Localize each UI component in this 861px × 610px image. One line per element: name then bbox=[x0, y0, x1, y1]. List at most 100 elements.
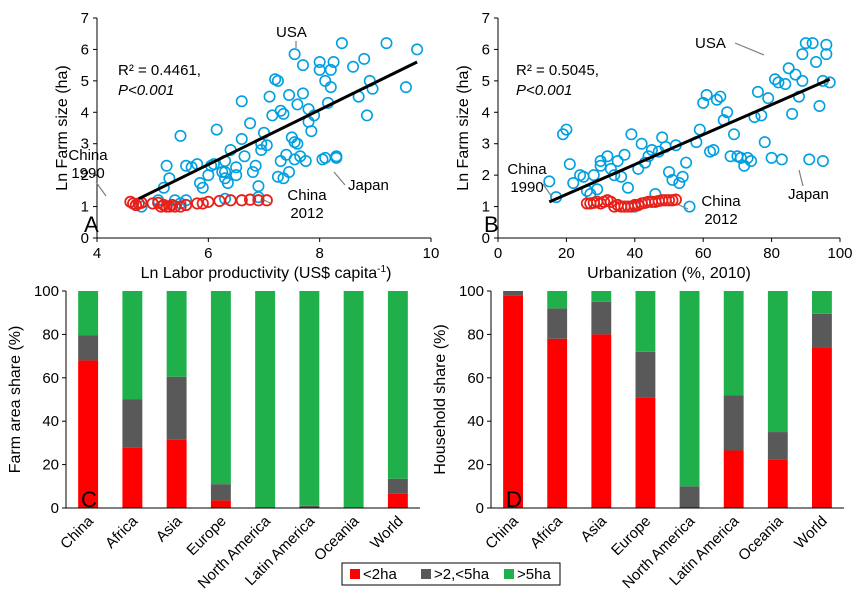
bar-segment bbox=[812, 347, 832, 508]
country-point bbox=[230, 169, 243, 182]
bar-segment bbox=[387, 478, 408, 494]
bar-segment bbox=[547, 338, 568, 508]
country-point bbox=[680, 156, 693, 169]
country-point bbox=[360, 109, 373, 122]
category-label: Asia bbox=[577, 512, 610, 545]
y-tick-label: 6 bbox=[482, 41, 490, 58]
country-point bbox=[543, 175, 556, 188]
country-point bbox=[296, 59, 309, 72]
country-point bbox=[721, 106, 734, 119]
country-point bbox=[174, 129, 187, 142]
country-point bbox=[160, 159, 173, 172]
country-point bbox=[758, 136, 771, 149]
bar-segment bbox=[503, 295, 523, 508]
panel-label-b: B bbox=[484, 212, 499, 237]
country-point bbox=[299, 155, 312, 168]
legend-box bbox=[341, 562, 561, 586]
country-point bbox=[601, 150, 614, 163]
country-point bbox=[219, 192, 232, 205]
x-tick-label: 40 bbox=[626, 245, 643, 262]
x-tick-label: 10 bbox=[423, 245, 440, 262]
category-label: World bbox=[791, 513, 831, 553]
bar-segment bbox=[723, 395, 744, 451]
y-tick-label: 20 bbox=[42, 457, 59, 474]
china-2012-label: China bbox=[287, 187, 327, 204]
china-point bbox=[243, 193, 257, 206]
legend-swatch bbox=[504, 569, 514, 579]
country-point bbox=[567, 177, 580, 190]
category-label: Oceania bbox=[735, 512, 787, 564]
bar-segment bbox=[591, 334, 612, 508]
bar-segment bbox=[166, 439, 187, 508]
country-point bbox=[296, 87, 309, 100]
panel-a: 0 1 2 3 4 5 6 7 4 6 8 10 Ln Farm size (ha) Ln Labor p… bbox=[54, 10, 439, 282]
bar-segment bbox=[78, 360, 99, 508]
china-1990-label: China bbox=[68, 147, 108, 164]
china-1990-leader bbox=[542, 183, 553, 198]
country-point bbox=[563, 158, 576, 171]
legend-label: >2,<5ha bbox=[434, 566, 490, 583]
panel-label-a: A bbox=[84, 212, 99, 237]
bar-segment bbox=[387, 291, 408, 479]
y-tick-label: 5 bbox=[482, 73, 490, 90]
y-tick-label: 60 bbox=[467, 370, 484, 387]
bar-segment bbox=[299, 291, 320, 506]
bar-segment bbox=[635, 291, 656, 352]
bar-segment bbox=[343, 291, 364, 508]
japan-leader bbox=[798, 169, 804, 187]
y-tick-label: 100 bbox=[34, 283, 59, 300]
x-tick-label: 60 bbox=[695, 245, 712, 262]
bar-segment bbox=[679, 486, 700, 508]
y-tick-label: 0 bbox=[482, 230, 490, 247]
y-tick-label: 60 bbox=[42, 370, 59, 387]
country-point bbox=[587, 169, 600, 182]
x-tick-label: 20 bbox=[558, 245, 575, 262]
country-point bbox=[291, 137, 304, 150]
p-value-label: P<0.001 bbox=[118, 82, 174, 99]
bar-segment bbox=[210, 484, 231, 501]
usa-label: USA bbox=[695, 35, 726, 52]
y-axis-label: Ln Farm size (ha) bbox=[54, 65, 71, 190]
category-label: World bbox=[367, 513, 407, 553]
country-point bbox=[347, 60, 360, 73]
bar-segment bbox=[122, 291, 143, 400]
y-tick-label: 40 bbox=[467, 413, 484, 430]
y-tick-label: 2 bbox=[81, 167, 89, 184]
china-point bbox=[252, 194, 265, 207]
china-point bbox=[662, 194, 676, 207]
x-axis-label: Ln Labor productivity (US$ capita-1) bbox=[141, 264, 392, 282]
country-point bbox=[358, 52, 371, 65]
country-point bbox=[260, 139, 273, 152]
category-label: Oceania bbox=[311, 512, 363, 564]
y-tick-label: 80 bbox=[42, 326, 59, 343]
bar-segment bbox=[547, 291, 568, 309]
china-point bbox=[235, 194, 248, 207]
usa-label: USA bbox=[276, 24, 307, 41]
country-point bbox=[775, 153, 788, 166]
country-point bbox=[319, 74, 332, 87]
country-point bbox=[751, 85, 764, 98]
legend: <2ha >2,<5ha >5ha bbox=[341, 562, 561, 586]
japan-label: Japan bbox=[788, 186, 829, 203]
country-point bbox=[611, 155, 624, 168]
bar-segment bbox=[166, 376, 187, 440]
bar-segment bbox=[812, 313, 832, 348]
category-label: Africa bbox=[527, 512, 567, 552]
country-point bbox=[707, 144, 720, 157]
y-tick-label: 0 bbox=[476, 500, 484, 517]
category-label: Africa bbox=[102, 512, 142, 552]
y-tick-label: 5 bbox=[81, 73, 89, 90]
country-point bbox=[662, 166, 675, 179]
panel-label-d: D bbox=[506, 487, 522, 512]
panel-label-c: C bbox=[81, 487, 97, 512]
y-axis-label: Ln Farm size (ha) bbox=[455, 65, 472, 190]
regression-line bbox=[138, 60, 418, 201]
country-point bbox=[782, 62, 795, 75]
china-1990-year: 1990 bbox=[510, 179, 543, 196]
china-1990-leader bbox=[95, 181, 107, 197]
country-point bbox=[806, 37, 819, 50]
x-tick-label: 100 bbox=[827, 245, 852, 262]
category-label: China bbox=[57, 512, 97, 552]
country-point bbox=[676, 170, 689, 183]
